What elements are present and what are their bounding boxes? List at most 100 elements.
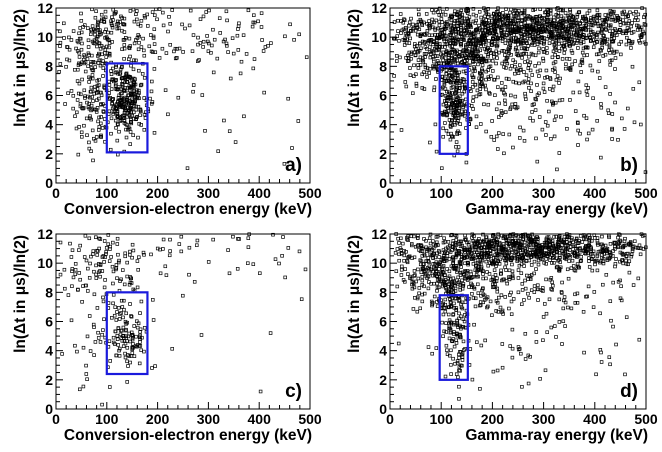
data-point — [620, 245, 625, 250]
data-point — [479, 37, 484, 41]
data-point — [617, 42, 621, 46]
data-point — [441, 9, 445, 14]
data-point — [286, 246, 291, 250]
data-point — [538, 7, 542, 11]
data-point — [137, 361, 142, 366]
data-point — [101, 328, 105, 332]
data-point — [453, 19, 457, 23]
data-point — [447, 16, 452, 21]
data-point — [618, 233, 622, 237]
data-point — [69, 89, 74, 93]
panel-c: 0 100 200 300 400 500024681012Conversion-elec… — [12, 226, 322, 444]
data-point — [441, 50, 446, 55]
data-point — [486, 54, 490, 59]
data-point — [541, 315, 546, 319]
data-point — [526, 16, 531, 21]
data-point — [588, 235, 592, 240]
data-point — [544, 277, 548, 282]
data-point — [457, 249, 461, 254]
panel-label: d) — [620, 381, 638, 402]
data-point — [459, 314, 463, 319]
data-point — [456, 31, 461, 36]
data-point — [152, 67, 157, 71]
data-point — [597, 16, 602, 21]
data-point — [491, 238, 495, 243]
data-point — [76, 63, 81, 67]
data-point — [426, 345, 431, 349]
data-point — [579, 70, 583, 74]
data-point — [524, 39, 528, 43]
data-point — [120, 16, 124, 20]
data-point — [613, 100, 617, 105]
data-point — [616, 235, 620, 240]
data-point — [580, 50, 585, 55]
data-point — [605, 37, 610, 42]
data-point — [114, 22, 119, 27]
data-point — [142, 112, 147, 117]
data-point — [442, 34, 447, 39]
data-point — [521, 52, 525, 56]
data-point — [119, 98, 123, 102]
data-point — [484, 235, 489, 239]
data-point — [559, 290, 564, 294]
data-point — [109, 21, 114, 26]
data-point — [470, 236, 474, 240]
data-point — [97, 246, 101, 251]
data-point — [117, 317, 122, 321]
data-point — [484, 129, 488, 134]
data-point — [557, 151, 562, 155]
data-point — [176, 95, 181, 100]
data-point — [510, 102, 514, 107]
data-point — [139, 123, 143, 127]
data-point — [471, 296, 476, 300]
data-point — [67, 58, 72, 63]
data-point — [449, 280, 453, 284]
data-point — [572, 268, 577, 272]
data-point — [98, 47, 103, 51]
data-point — [106, 233, 111, 237]
data-point — [454, 338, 458, 343]
data-point — [624, 42, 629, 47]
data-point — [643, 170, 648, 174]
data-point — [590, 127, 595, 132]
data-point — [443, 374, 448, 379]
data-point — [89, 149, 93, 153]
x-tick-label: 100 — [95, 185, 119, 201]
data-point — [130, 336, 135, 340]
data-point — [246, 261, 250, 265]
data-point — [524, 73, 529, 77]
data-point — [116, 326, 121, 331]
data-point — [88, 90, 93, 94]
data-point — [413, 273, 417, 277]
data-point — [509, 93, 513, 98]
data-point — [455, 74, 460, 78]
data-point — [70, 284, 74, 288]
data-point — [563, 324, 567, 328]
data-point — [596, 249, 601, 254]
data-point — [403, 80, 408, 84]
data-point — [444, 50, 449, 54]
data-point — [70, 269, 74, 273]
data-point — [473, 83, 477, 87]
data-point — [561, 21, 565, 25]
data-point — [598, 47, 603, 52]
data-point — [139, 82, 144, 87]
data-point — [108, 359, 112, 363]
y-tick-label: 12 — [371, 226, 387, 242]
data-point — [110, 23, 114, 28]
data-point — [446, 289, 451, 294]
data-point — [547, 247, 551, 251]
data-point — [132, 104, 136, 108]
data-point — [557, 49, 562, 53]
data-point — [123, 254, 127, 259]
data-point — [251, 66, 256, 71]
data-point — [73, 272, 78, 276]
data-point — [132, 41, 137, 46]
data-point — [441, 270, 445, 275]
data-point — [490, 119, 494, 123]
data-point — [115, 276, 119, 280]
x-tick-label: 300 — [197, 411, 221, 427]
data-point — [135, 285, 140, 290]
data-point — [166, 29, 170, 34]
